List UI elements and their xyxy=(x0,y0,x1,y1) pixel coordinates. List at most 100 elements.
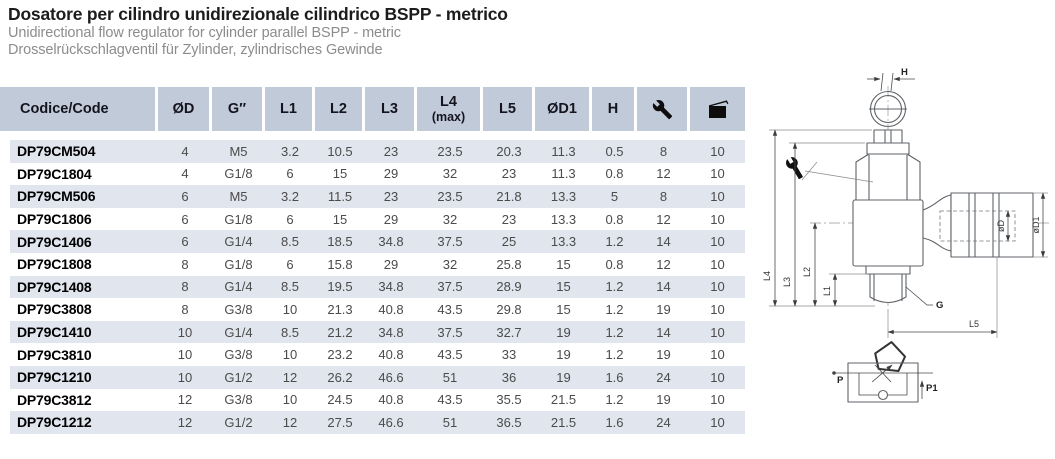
dim-label-l3: L3 xyxy=(782,277,792,287)
code-cell: DP79C3810 xyxy=(17,346,92,363)
value-cell: 15.8 xyxy=(327,256,353,272)
value-cell: 10 xyxy=(710,347,725,363)
column-header-l2: L2 xyxy=(315,87,365,131)
value-cell: 11.3 xyxy=(551,166,576,182)
value-cell: 11.3 xyxy=(551,143,576,159)
column-header-l3: L3 xyxy=(365,87,417,131)
page-title: Dosatore per cilindro unidirezionale cil… xyxy=(8,4,508,24)
value-cell: 19 xyxy=(656,301,671,317)
value-cell: 51 xyxy=(442,369,458,385)
value-cell: 29.8 xyxy=(496,301,522,317)
value-cell: 27.5 xyxy=(327,414,353,430)
dim-label-l5: L5 xyxy=(969,319,979,329)
dim-label-d1: øD1 xyxy=(1031,216,1041,233)
value-cell: 21.2 xyxy=(327,324,353,340)
value-cell: G1/8 xyxy=(224,166,253,182)
code-cell: DP79C3808 xyxy=(17,301,92,318)
value-cell: 25.8 xyxy=(496,256,522,272)
value-cell: 15 xyxy=(556,256,571,272)
value-cell: 8 xyxy=(659,143,668,159)
value-cell: 5 xyxy=(610,188,619,204)
value-cell: 0.8 xyxy=(605,166,624,182)
value-cell: 1.2 xyxy=(605,392,624,408)
value-cell: G1/2 xyxy=(224,369,253,385)
l4-max-label: (max) xyxy=(431,109,466,124)
value-cell: 20.3 xyxy=(496,143,522,159)
dim-label-g: G xyxy=(936,300,943,311)
table-row: DP79C1408 8 G1/4 8.5 19.5 34.8 37.5 28.9 15 1.2 14… xyxy=(0,275,745,299)
table-row: DP79C1406 6 G1/4 8.5 18.5 34.8 37.5 25 13.3 1.2 14… xyxy=(0,230,745,253)
value-cell: 43.5 xyxy=(437,392,463,408)
value-cell: 24.5 xyxy=(327,392,353,408)
value-cell: 18.5 xyxy=(327,234,353,250)
subtitle-german: Drosselrückschlagventil für Zylinder, zy… xyxy=(8,42,383,59)
value-cell: 29 xyxy=(383,211,399,227)
pneumatic-schematic: P P1 xyxy=(832,362,938,403)
value-cell: 23.2 xyxy=(327,347,353,363)
value-cell: 1.2 xyxy=(605,301,624,317)
value-cell: 46.6 xyxy=(378,414,404,430)
value-cell: 12 xyxy=(177,392,193,408)
value-cell: 14 xyxy=(656,279,671,295)
value-cell: 12 xyxy=(282,414,298,430)
value-cell: 10 xyxy=(710,279,725,295)
column-header-wrench xyxy=(637,87,690,131)
value-cell: 6 xyxy=(181,234,189,250)
value-cell: 6 xyxy=(286,166,294,182)
value-cell: 10 xyxy=(710,256,725,272)
value-cell: 19.5 xyxy=(327,279,353,295)
value-cell: 8 xyxy=(659,188,668,204)
value-cell: 21.8 xyxy=(496,188,522,204)
value-cell: 6 xyxy=(181,188,189,204)
wrench-icon xyxy=(652,99,672,119)
value-cell: G3/8 xyxy=(224,347,253,363)
title-block: Dosatore per cilindro unidirezionale cil… xyxy=(8,4,508,60)
value-cell: 43.5 xyxy=(437,347,463,363)
value-cell: 12 xyxy=(282,369,298,385)
value-cell: 19 xyxy=(556,369,571,385)
dim-label-l2: L2 xyxy=(802,267,812,277)
value-cell: 33 xyxy=(501,347,517,363)
value-cell: 1.2 xyxy=(605,347,624,363)
value-cell: 19 xyxy=(556,324,571,340)
value-cell: 15 xyxy=(556,301,571,317)
dim-label-d: øD xyxy=(996,220,1006,232)
value-cell: 8.5 xyxy=(280,279,300,295)
package-icon xyxy=(708,100,728,118)
table-row: DP79C1808 8 G1/8 6 15.8 29 32 25.8 15 0.8 12 10 xyxy=(0,253,745,276)
table-row: DP79C1210 10 G1/2 12 26.2 46.6 51 36 19 1.6 24 10 xyxy=(0,365,745,389)
value-cell: 10 xyxy=(177,347,193,363)
value-cell: G1/4 xyxy=(224,279,253,295)
value-cell: 19 xyxy=(656,347,671,363)
value-cell: 1.2 xyxy=(605,234,624,250)
value-cell: 13.3 xyxy=(550,234,577,250)
value-cell: 10 xyxy=(710,188,725,204)
code-cell: DP79C1806 xyxy=(17,211,92,228)
code-cell: DP79C1406 xyxy=(17,233,92,250)
value-cell: 10 xyxy=(710,369,725,385)
value-cell: 15 xyxy=(332,166,348,182)
value-cell: 40.8 xyxy=(378,301,404,317)
value-cell: 36.5 xyxy=(496,414,522,430)
value-cell: 13.3 xyxy=(550,188,577,204)
value-cell: 24 xyxy=(656,369,671,385)
value-cell: 29 xyxy=(383,256,399,272)
value-cell: G1/4 xyxy=(224,234,253,250)
value-cell: 37.5 xyxy=(437,234,463,250)
table-row: DP79C1410 10 G1/4 8.5 21.2 34.8 37.5 32.7 19 1.2 1… xyxy=(0,320,745,344)
value-cell: 0.8 xyxy=(605,211,624,227)
value-cell: 23 xyxy=(501,211,517,227)
value-cell: 1.6 xyxy=(605,414,624,430)
column-header-od: ØD xyxy=(158,87,212,131)
value-cell: 8 xyxy=(181,279,189,295)
column-header-g: G″ xyxy=(212,87,265,131)
value-cell: 25 xyxy=(501,234,517,250)
value-cell: 8 xyxy=(181,301,189,317)
value-cell: 14 xyxy=(656,234,671,250)
port-label-p: P xyxy=(837,375,844,386)
table-row: DP79C3812 12 G3/8 10 24.5 40.8 43.5 35.5 21.5 1.2… xyxy=(0,389,745,412)
value-cell: 8.5 xyxy=(280,234,300,250)
value-cell: 8 xyxy=(181,256,189,272)
dim-label-l1: L1 xyxy=(822,286,832,296)
value-cell: 34.8 xyxy=(378,234,404,250)
